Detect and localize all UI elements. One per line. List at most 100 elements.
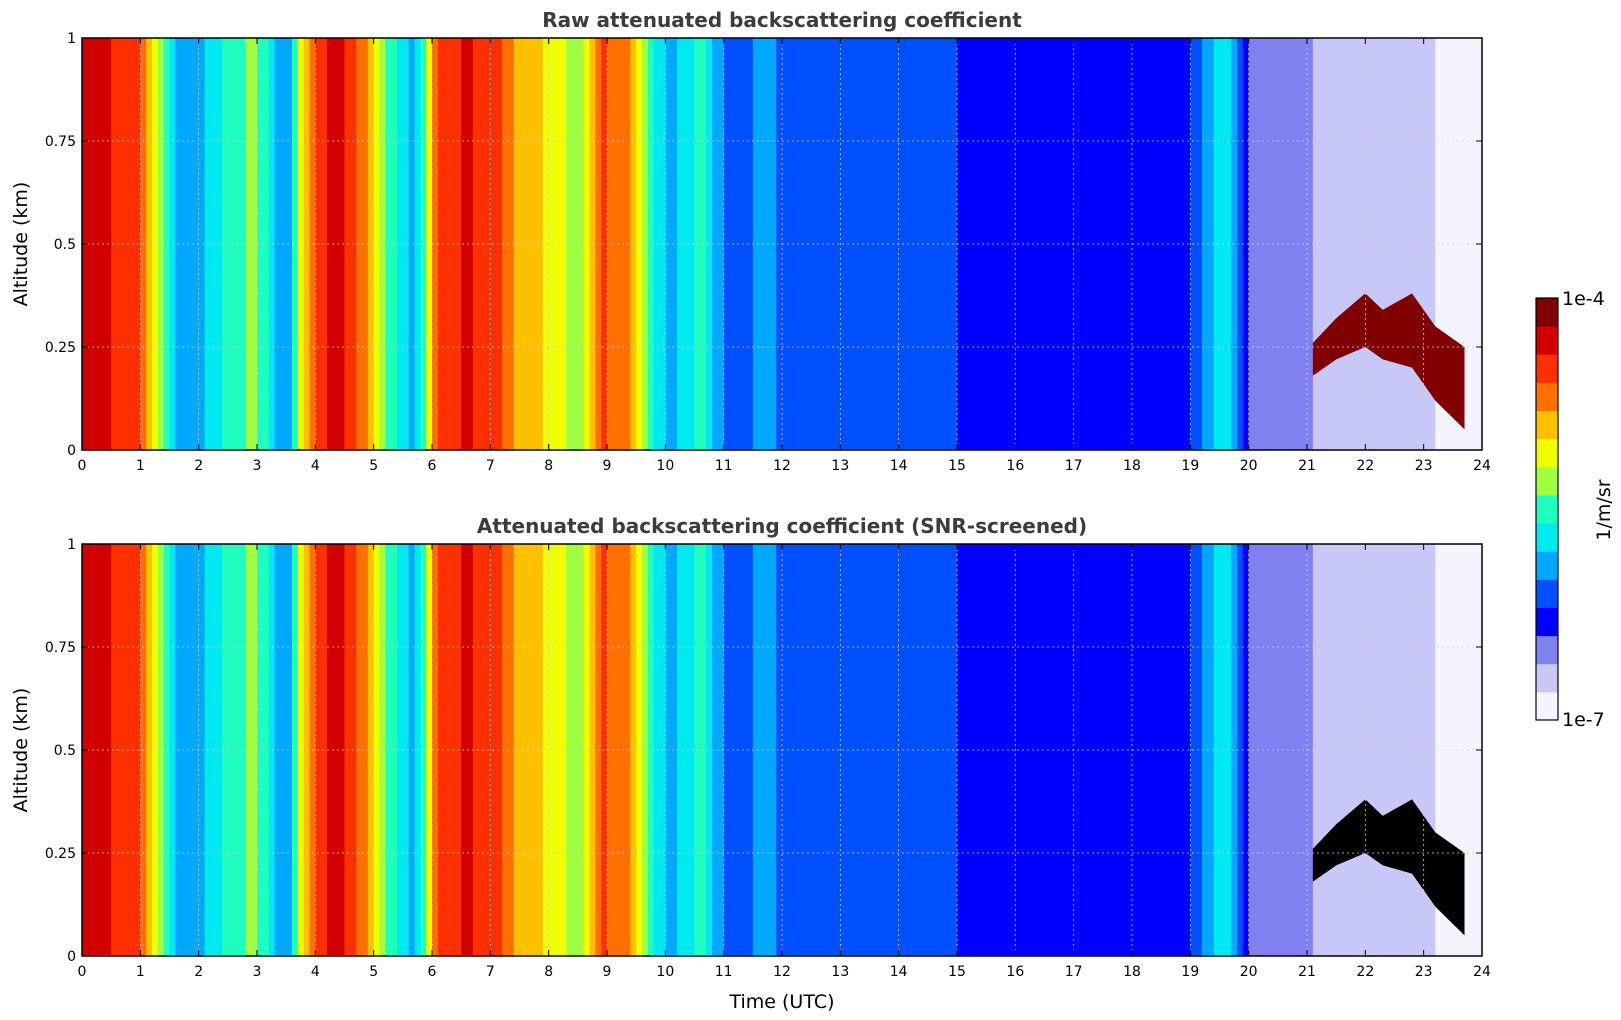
heatmap-column (986, 544, 993, 956)
x-tick-label: 7 (486, 458, 495, 474)
heatmap-column (286, 38, 293, 450)
heatmap-column (1248, 38, 1256, 450)
gridlines (82, 38, 1482, 450)
heatmap-column (1388, 38, 1396, 450)
heatmap-column (1353, 38, 1361, 450)
y-tick-label: 0.5 (54, 743, 76, 759)
x-tick-label: 5 (369, 964, 378, 980)
heatmap-column (968, 38, 976, 450)
heatmap-column (776, 544, 783, 956)
heatmap-column (292, 38, 299, 450)
x-tick-label: 6 (428, 458, 437, 474)
x-tick-label: 1 (136, 964, 145, 980)
x-tick-label: 14 (890, 964, 908, 980)
heatmap-column (1167, 38, 1174, 450)
heatmap-column (752, 544, 760, 956)
colorbar-scale (1536, 298, 1558, 721)
heatmap-column (817, 544, 824, 956)
chart-title: Attenuated backscattering coefficient (S… (477, 514, 1087, 538)
heatmap-column (1382, 544, 1390, 956)
heatmap-column (227, 544, 235, 956)
heatmap-column (642, 544, 649, 956)
heatmap-column (1406, 544, 1413, 956)
y-tick-label: 0.75 (45, 134, 76, 150)
heatmap-column (1452, 544, 1460, 956)
heatmap-column (146, 38, 153, 450)
x-tick-label: 8 (544, 964, 553, 980)
heatmap-column (461, 38, 468, 450)
heatmap-column (1417, 544, 1425, 956)
heatmap-column (712, 544, 719, 956)
heatmap-column (362, 38, 369, 450)
heatmap-column (1272, 38, 1279, 450)
heatmap-column (373, 544, 381, 956)
heatmap-column (1172, 38, 1180, 450)
heatmap-column (1342, 38, 1349, 450)
heatmap-column (817, 38, 824, 450)
heatmap-column (1277, 38, 1285, 450)
heatmap-column (1388, 544, 1396, 956)
x-tick-label: 6 (428, 964, 437, 980)
x-tick-label: 18 (1123, 458, 1141, 474)
heatmap-column (222, 38, 229, 450)
heatmap-column (461, 544, 468, 956)
heatmap-column (1423, 38, 1431, 450)
heatmap-column (1336, 544, 1343, 956)
heatmap-column (1301, 544, 1308, 956)
heatmap-column (303, 544, 311, 956)
heatmap-column (292, 544, 299, 956)
x-tick-label: 0 (78, 964, 87, 980)
heatmap-column (957, 38, 964, 450)
heatmap-column (496, 38, 503, 450)
heatmap-column (1347, 544, 1355, 956)
heatmap-column (787, 38, 795, 450)
heatmap-column (857, 38, 865, 450)
heatmap-column (356, 38, 363, 450)
heatmap-column (927, 38, 935, 450)
heatmap-column (391, 544, 398, 956)
heatmap-column (531, 544, 538, 956)
heatmap-column (1441, 544, 1448, 956)
heatmap-column (1231, 544, 1238, 956)
colorbar-step (1536, 354, 1558, 383)
heatmap-column (653, 544, 661, 956)
heatmap-column (1452, 38, 1460, 450)
colorbar-unit-label: 1/m/sr (1593, 479, 1615, 540)
heatmap-column (1347, 38, 1355, 450)
heatmap-column (688, 544, 696, 956)
heatmap-column (373, 38, 381, 450)
heatmap-column (227, 38, 235, 450)
x-tick-label: 18 (1123, 964, 1141, 980)
heatmap-column (1307, 544, 1314, 956)
heatmap-column (502, 38, 509, 450)
heatmap-column (157, 544, 165, 956)
heatmap-column (548, 544, 556, 956)
heatmap-column (181, 544, 188, 956)
heatmap-column (846, 544, 853, 956)
heatmap-column (1091, 38, 1098, 450)
heatmap-column (1342, 544, 1349, 956)
x-tick-label: 3 (253, 964, 262, 980)
heatmap-column (408, 544, 416, 956)
heatmap-column (146, 544, 153, 956)
colorbar-step (1536, 438, 1558, 468)
colorbar-step (1536, 382, 1558, 412)
heatmap-column (152, 38, 159, 450)
heatmap-column (747, 38, 754, 450)
heatmap-column (198, 38, 206, 450)
heatmap-column (122, 544, 130, 956)
heatmap-column (1312, 38, 1320, 450)
heatmap-column (1021, 38, 1028, 450)
colorbar-step (1536, 326, 1558, 355)
heatmap-column (87, 544, 95, 956)
heatmap-column (863, 544, 871, 956)
heatmap-column (262, 544, 270, 956)
heatmap-column (111, 544, 118, 956)
heatmap-column (432, 38, 439, 450)
heatmap-column (951, 38, 958, 450)
x-tick-label: 24 (1473, 964, 1491, 980)
heatmap-column (612, 38, 620, 450)
heatmap-column (822, 544, 830, 956)
heatmap-column (793, 544, 801, 956)
heatmap-column (467, 38, 474, 450)
